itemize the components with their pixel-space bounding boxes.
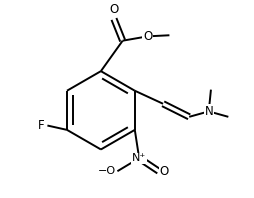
- Text: O: O: [109, 3, 119, 16]
- Text: N: N: [204, 105, 213, 118]
- Text: −O: −O: [98, 166, 116, 176]
- Text: O: O: [160, 165, 169, 178]
- Text: O: O: [143, 30, 152, 43]
- Text: N⁺: N⁺: [132, 153, 146, 163]
- Text: F: F: [38, 119, 44, 132]
